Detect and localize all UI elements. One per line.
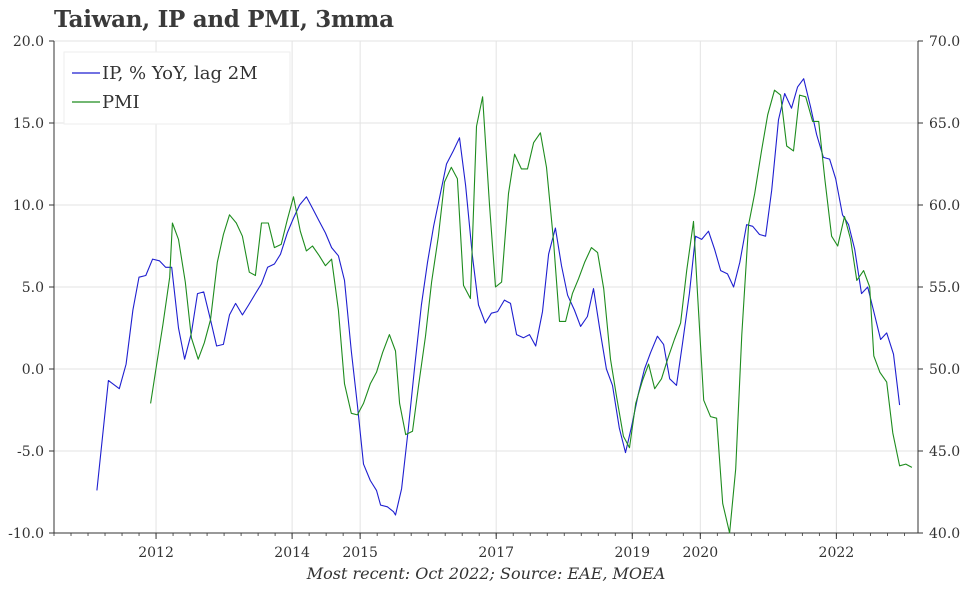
x-tick-label: 2020 — [682, 545, 718, 561]
x-tick-label: 2014 — [274, 545, 310, 561]
x-tick-label: 2012 — [138, 545, 174, 561]
right-tick-label: 50.0 — [929, 362, 960, 378]
left-tick-label: -5.0 — [17, 444, 44, 460]
legend-box — [63, 51, 291, 125]
legend-label: PMI — [102, 92, 140, 113]
series-line-pmi — [150, 89, 913, 534]
x-tick-label: 2022 — [819, 545, 855, 561]
right-tick-label: 40.0 — [929, 526, 960, 542]
right-tick-label: 65.0 — [929, 116, 960, 132]
left-tick-label: 0.0 — [22, 362, 44, 378]
legend-label: IP, % YoY, lag 2M — [102, 63, 258, 84]
x-tick-label: 2019 — [614, 545, 650, 561]
right-tick-label: 45.0 — [929, 444, 960, 460]
series-line-ip — [96, 78, 901, 516]
left-tick-label: 10.0 — [13, 198, 44, 214]
source-footnote: Most recent: Oct 2022; Source: EAE, MOEA — [306, 564, 666, 583]
series-lines — [96, 78, 913, 534]
axes: -10.0 -5.0 0.0 5.0 10.0 15.0 20.0 40.0 45.0 50.0 5… — [8, 34, 960, 561]
left-tick-label: -10.0 — [8, 526, 44, 542]
x-tick-label: 2015 — [342, 545, 378, 561]
chart-title: Taiwan, IP and PMI, 3mma — [54, 6, 394, 33]
left-tick-label: 15.0 — [13, 116, 44, 132]
left-tick-label: 5.0 — [22, 280, 44, 296]
right-tick-label: 55.0 — [929, 280, 960, 296]
legend: IP, % YoY, lag 2M PMI — [63, 51, 291, 125]
x-tick-label: 2017 — [478, 545, 514, 561]
right-tick-label: 60.0 — [929, 198, 960, 214]
right-tick-label: 70.0 — [929, 34, 960, 50]
left-tick-label: 20.0 — [13, 34, 44, 50]
